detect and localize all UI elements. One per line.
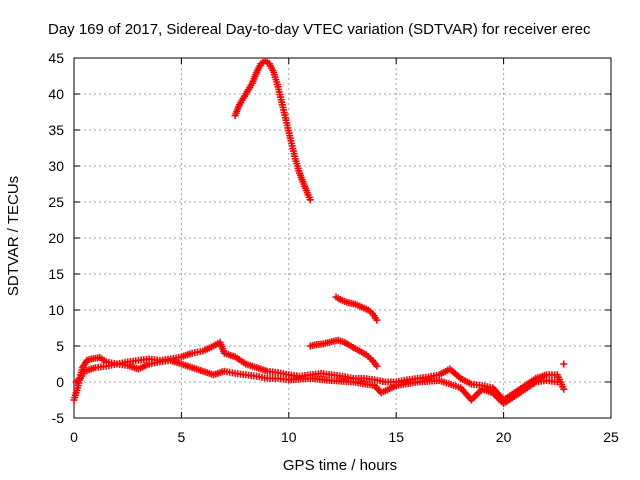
axis-ticks: 0 5 10 15 20 25 -5 0 5 10 15 20 25 30 35 40 45 — [48, 50, 619, 445]
series-main_lower — [72, 356, 561, 408]
series-upper_segment — [332, 293, 381, 324]
y-tick-label: 15 — [48, 266, 64, 282]
y-tick-label: 0 — [56, 374, 64, 390]
x-tick-label: 25 — [603, 429, 619, 445]
y-tick-label: 10 — [48, 302, 64, 318]
data-point — [560, 360, 568, 368]
y-tick-label: 5 — [56, 338, 64, 354]
x-axis-label: GPS time / hours — [283, 457, 397, 474]
data-point — [373, 362, 381, 370]
series-outlier — [560, 360, 568, 368]
chart-title: Day 169 of 2017, Sidereal Day-to-day VTE… — [48, 21, 591, 38]
series-mid_arc — [306, 336, 381, 370]
y-tick-label: 25 — [48, 194, 64, 210]
data-point — [306, 196, 314, 204]
x-tick-label: 10 — [281, 429, 297, 445]
x-tick-label: 0 — [70, 429, 78, 445]
data-point — [553, 378, 561, 386]
y-tick-label: 30 — [48, 158, 64, 174]
data-point — [373, 316, 381, 324]
series-high_arc — [231, 57, 314, 204]
y-tick-label: 45 — [48, 50, 64, 66]
x-tick-label: 5 — [178, 429, 186, 445]
y-tick-label: -5 — [52, 410, 65, 426]
y-tick-label: 40 — [48, 86, 64, 102]
x-tick-label: 15 — [388, 429, 404, 445]
data-series — [70, 57, 568, 408]
y-tick-label: 35 — [48, 122, 64, 138]
x-tick-label: 20 — [496, 429, 512, 445]
y-tick-label: 20 — [48, 230, 64, 246]
y-axis-label: SDTVAR / TECUs — [5, 176, 22, 296]
data-point — [560, 385, 568, 393]
